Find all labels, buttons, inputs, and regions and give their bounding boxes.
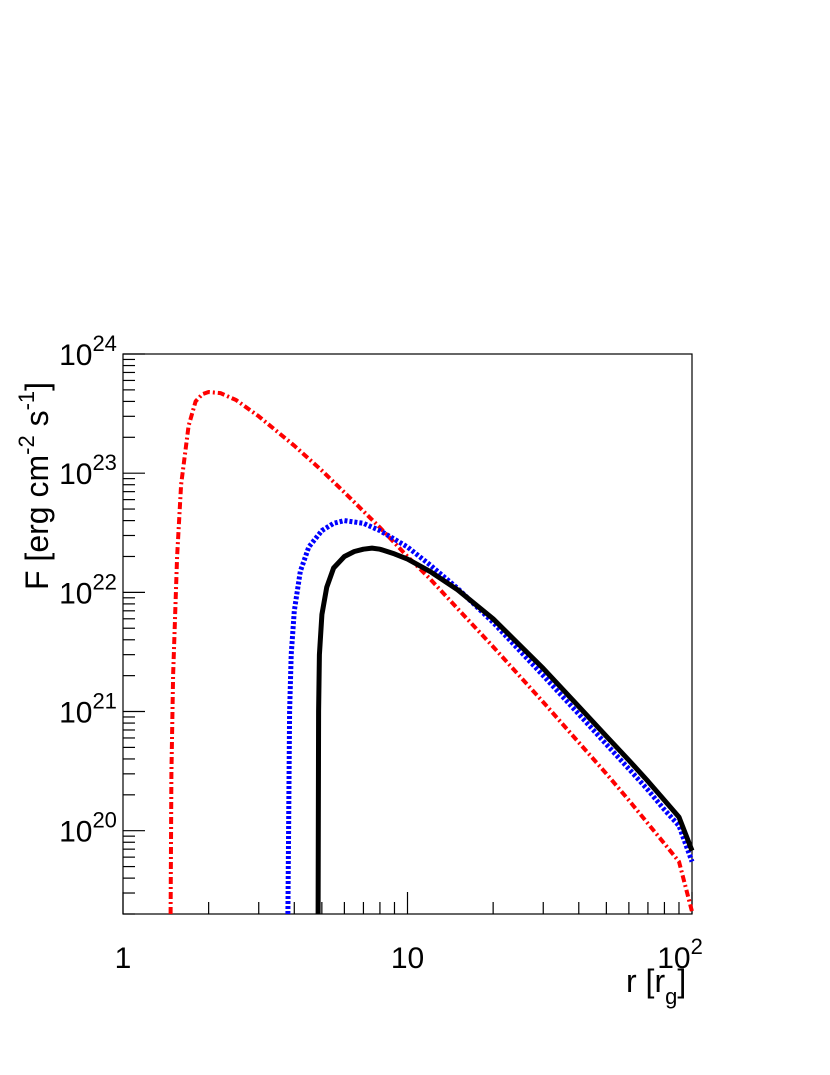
- series-line-2: [285, 518, 695, 915]
- y-axis-title: F [erg cm-2 s-1]: [14, 382, 55, 590]
- y-tick-label: 1023: [59, 450, 117, 491]
- plot-frame: [122, 353, 693, 915]
- series-layer: [168, 390, 695, 915]
- y-tick-label: 1022: [59, 569, 117, 610]
- y-tick-label: 1024: [59, 331, 117, 372]
- series-line-1: [168, 390, 694, 915]
- x-axis-title: r [rg]: [626, 963, 686, 1009]
- x-tick-label: 10: [391, 942, 424, 975]
- axis-tick-labels: 1 10 102 1020 1021 1022 1023 1024: [59, 331, 703, 975]
- axis-ticks: [122, 353, 693, 915]
- x-tick-label: 102: [657, 934, 703, 975]
- x-tick-label: 1: [115, 942, 132, 975]
- y-tick-label: 1020: [59, 808, 117, 849]
- series-line-3: [315, 545, 695, 915]
- y-tick-label: 1021: [59, 689, 117, 730]
